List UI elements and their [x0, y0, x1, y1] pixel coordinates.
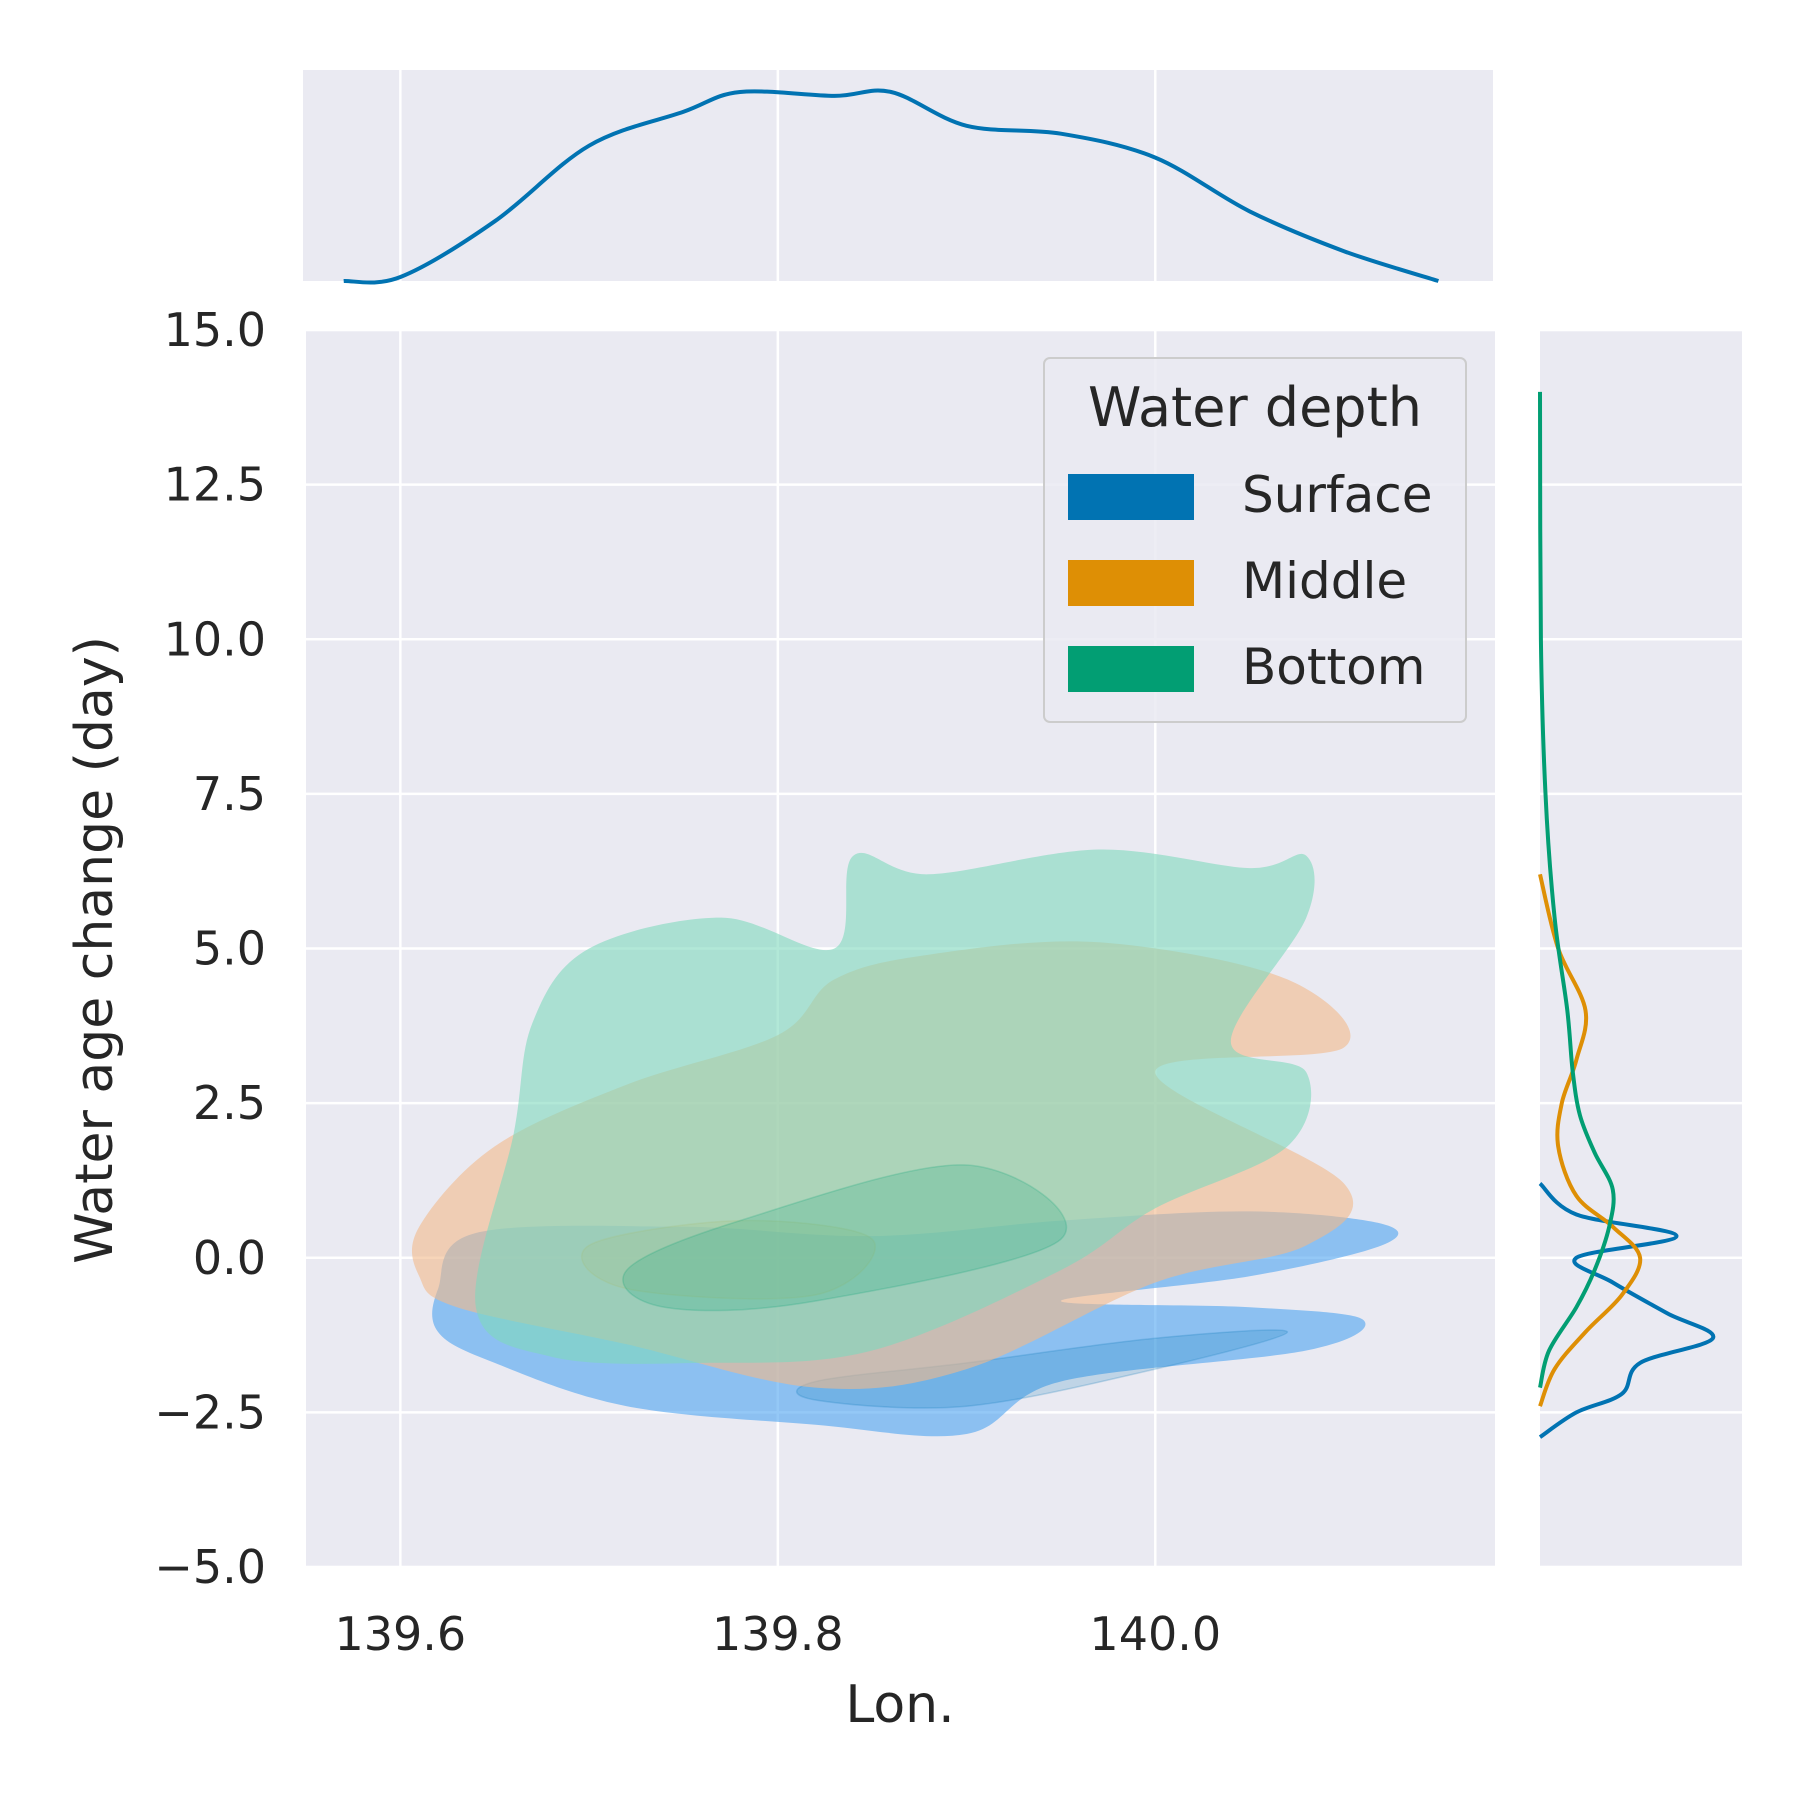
bottom-density-region: [475, 849, 1315, 1364]
y-tick-label: 10.0: [164, 612, 266, 666]
x-tick-label: 140.0: [1089, 1607, 1221, 1661]
y-tick-label: 15.0: [164, 303, 266, 357]
y-tick-label: 0.0: [193, 1231, 266, 1285]
y-tick-label: 5.0: [193, 922, 266, 976]
surface-x-marginal-curve: [343, 88, 1440, 285]
bottom-y-marginal-curve: [1538, 391, 1616, 1389]
tick-labels: 139.6 139.8 140.0 −5.0 −2.5 0.0 2.5 5.0 7.5 10.0 1…: [154, 303, 1221, 1661]
middle-y-marginal-curve: [1538, 873, 1643, 1407]
y-tick-label: −5.0: [154, 1540, 266, 1594]
x-tick-label: 139.6: [335, 1607, 467, 1661]
legend-swatch-bottom: [1068, 646, 1194, 692]
x-axis-label: Lon.: [845, 1675, 954, 1735]
legend-swatch-surface: [1068, 474, 1194, 520]
legend-title: Water depth: [1088, 376, 1422, 439]
legend-frame: [1043, 357, 1467, 723]
x-tick-label: 139.8: [712, 1607, 844, 1661]
y-axis-label: Water age change (day): [65, 636, 125, 1264]
marginal-curves: [343, 88, 1715, 1439]
y-tick-label: 2.5: [193, 1076, 266, 1130]
top-marginal-background: [303, 70, 1493, 281]
legend-label-middle: Middle: [1242, 552, 1407, 610]
y-tick-label: 7.5: [193, 767, 266, 821]
legend-label-surface: Surface: [1242, 466, 1432, 524]
surface-y-marginal-curve: [1538, 1181, 1715, 1439]
y-tick-label: 12.5: [164, 458, 266, 512]
legend-swatch-middle: [1068, 560, 1194, 606]
y-tick-label: −2.5: [154, 1385, 266, 1439]
legend: Water depth Surface Middle Bottom: [1043, 357, 1467, 723]
bottom-density-core: [622, 1164, 1068, 1312]
legend-label-bottom: Bottom: [1242, 638, 1425, 696]
density-regions: [411, 849, 1399, 1437]
